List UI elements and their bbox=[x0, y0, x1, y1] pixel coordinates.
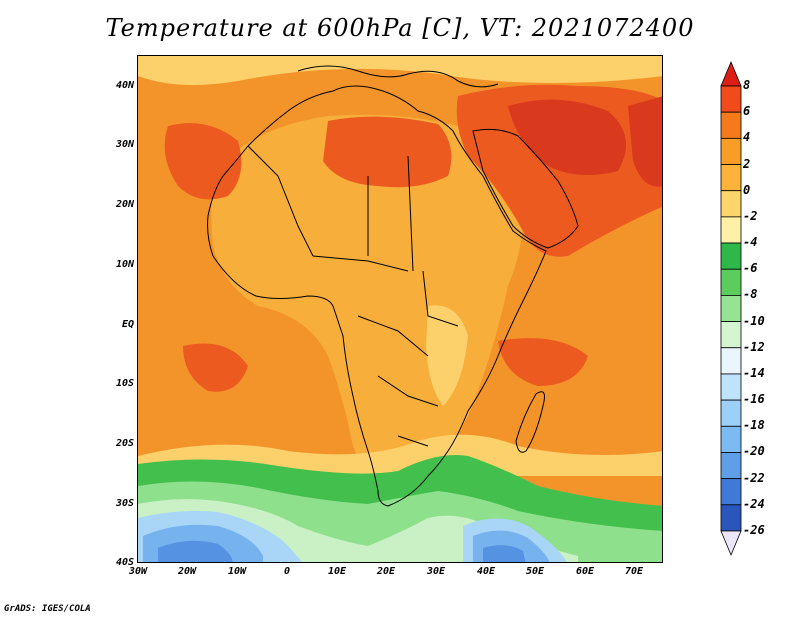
lat-label-20n: 20N bbox=[115, 199, 134, 210]
colorbar-label: -6 bbox=[743, 261, 758, 276]
lat-label-eq: EQ bbox=[121, 319, 134, 330]
field-very-hot-east bbox=[628, 96, 662, 187]
lon-label-0: 0 bbox=[283, 566, 291, 577]
field-pale-east-africa bbox=[426, 305, 468, 406]
lat-label-20s: 20S bbox=[115, 438, 134, 449]
lat-label-30s: 30S bbox=[115, 498, 134, 509]
colorbar-label: -10 bbox=[743, 313, 765, 328]
colorbar-label: -26 bbox=[743, 523, 765, 537]
lon-label-70e: 70E bbox=[624, 566, 644, 577]
colorbar-label: 8 bbox=[743, 78, 751, 92]
field-blue-west bbox=[158, 540, 233, 562]
field-hot-south-atlantic bbox=[183, 343, 248, 392]
madagascar-coastline bbox=[515, 391, 545, 453]
colorbar-label: -18 bbox=[743, 418, 765, 433]
lat-label-40n: 40N bbox=[115, 80, 134, 91]
colorbar-label: 0 bbox=[743, 182, 751, 197]
colorbar-over-triangle bbox=[720, 60, 742, 87]
colorbar-label: -4 bbox=[743, 235, 758, 250]
lat-label-30n: 30N bbox=[115, 139, 134, 150]
colorbar-label: 4 bbox=[743, 130, 751, 145]
lon-label-20e: 20E bbox=[376, 566, 396, 577]
colorbar-band bbox=[720, 242, 742, 270]
colorbar-band bbox=[720, 137, 742, 165]
colorbar-label: -22 bbox=[743, 470, 765, 485]
africa-coastline bbox=[207, 85, 547, 507]
lat-label-40s: 40S bbox=[115, 557, 134, 568]
colorbar-under-triangle bbox=[720, 530, 742, 557]
grads-credit: GrADS: IGES/COLA bbox=[4, 604, 91, 614]
temperature-map bbox=[138, 56, 662, 562]
colorbar-label: -24 bbox=[743, 496, 765, 511]
field-hot-sahara bbox=[323, 116, 452, 188]
lat-label-10n: 10N bbox=[115, 259, 134, 270]
colorbar-band bbox=[720, 85, 742, 113]
colorbar-label: -20 bbox=[743, 444, 765, 459]
colorbar-band bbox=[720, 216, 742, 244]
lon-label-50e: 50E bbox=[525, 566, 545, 577]
lat-label-10s: 10S bbox=[115, 378, 134, 389]
colorbar-band bbox=[720, 425, 742, 453]
chart-title: Temperature at 600hPa [C], VT: 202107240… bbox=[105, 14, 695, 42]
colorbar-band bbox=[720, 373, 742, 401]
colorbar bbox=[720, 60, 742, 557]
lon-label-30e: 30E bbox=[426, 566, 446, 577]
colorbar-label: -14 bbox=[743, 365, 765, 380]
lon-label-20w: 20W bbox=[177, 566, 197, 577]
field-band bbox=[138, 56, 662, 85]
colorbar-band bbox=[720, 347, 742, 375]
coastlines bbox=[207, 65, 579, 507]
colorbar-band bbox=[720, 295, 742, 322]
colorbar-band bbox=[720, 164, 742, 192]
colorbar-band bbox=[720, 111, 742, 139]
colorbar-band bbox=[720, 321, 742, 349]
colorbar-label: -8 bbox=[743, 287, 758, 302]
field-hot-indian bbox=[498, 338, 588, 386]
map-panel bbox=[137, 55, 663, 563]
colorbar-label: 6 bbox=[743, 104, 751, 119]
colorbar-band bbox=[720, 452, 742, 480]
lon-label-10e: 10E bbox=[327, 566, 347, 577]
lon-label-40e: 40E bbox=[476, 566, 496, 577]
colorbar-band bbox=[720, 399, 742, 427]
lon-label-10w: 10W bbox=[227, 566, 247, 577]
lon-label-60e: 60E bbox=[575, 566, 595, 577]
colorbar-label: -2 bbox=[743, 208, 758, 223]
colorbar-band bbox=[720, 478, 742, 506]
colorbar-band bbox=[720, 190, 742, 218]
colorbar-graphic bbox=[720, 60, 742, 557]
lon-label-30w: 30W bbox=[128, 566, 148, 577]
arabia-coastline bbox=[472, 128, 579, 249]
country-borders bbox=[247, 145, 459, 447]
colorbar-band bbox=[720, 268, 742, 296]
field-hot-atlantic bbox=[164, 123, 242, 200]
colorbar-label: 2 bbox=[743, 156, 751, 171]
europe-coastline bbox=[297, 65, 499, 88]
field-blue-east bbox=[483, 545, 526, 562]
colorbar-label: -16 bbox=[743, 392, 765, 407]
colorbar-label: -12 bbox=[743, 339, 765, 354]
colorbar-band bbox=[720, 504, 742, 532]
